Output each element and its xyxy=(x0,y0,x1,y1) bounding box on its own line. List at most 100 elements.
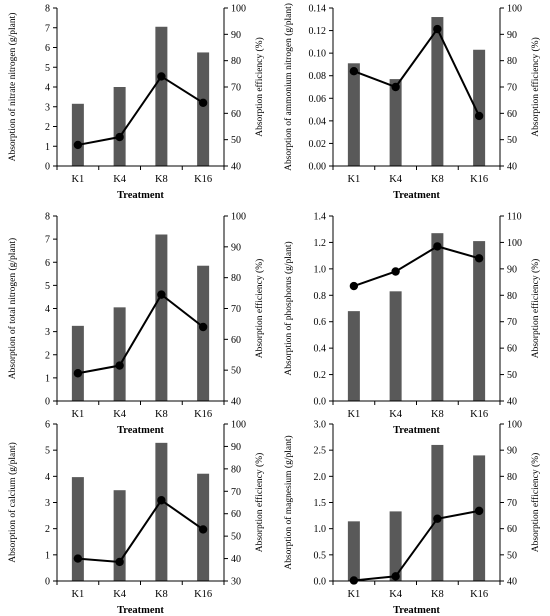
x-tick-label-K16: K16 xyxy=(194,409,212,420)
y-tick-label: 0.08 xyxy=(309,71,327,82)
y2-axis-title: Absorption efficiency (%) xyxy=(254,453,265,553)
y2-tick-label: 100 xyxy=(507,420,522,431)
y2-tick-label: 90 xyxy=(231,242,241,253)
y2-tick-label: 60 xyxy=(507,524,517,535)
y-tick-label: 0 xyxy=(45,162,50,173)
y2-tick-label: 90 xyxy=(231,30,241,41)
bar-K16 xyxy=(473,241,486,401)
bar-K4 xyxy=(389,291,402,401)
x-tick-label-K8: K8 xyxy=(431,589,444,600)
chart-panel-4: 0.0 0.2 0.4 0.6 0.8 1.0 1.2 1.4 40 50 60 70 80 90 100 1… xyxy=(283,212,541,437)
y-tick-label: 3 xyxy=(45,498,50,509)
y-tick-label: 2 xyxy=(45,524,50,535)
efficiency-point-K8 xyxy=(433,514,442,523)
bar-K16 xyxy=(197,265,210,401)
y2-tick-label: 40 xyxy=(231,162,241,173)
y-tick-label: 6 xyxy=(45,258,50,269)
x-tick-label-K1: K1 xyxy=(347,589,360,600)
bar-K4 xyxy=(113,490,126,581)
y-tick-label: 0 xyxy=(45,577,50,588)
y2-tick-label: 40 xyxy=(507,577,517,588)
efficiency-line xyxy=(353,509,480,582)
y2-tick-label: 90 xyxy=(507,30,517,41)
x-tick-label-K4: K4 xyxy=(389,174,403,185)
y2-tick-label: 80 xyxy=(507,472,517,483)
x-tick-label-K8: K8 xyxy=(155,589,168,600)
efficiency-point-K4 xyxy=(115,132,124,142)
efficiency-point-K8 xyxy=(157,72,166,81)
y-tick-label: 0.4 xyxy=(314,344,327,355)
efficiency-point-K1 xyxy=(349,281,359,291)
efficiency-point-K1 xyxy=(349,67,359,76)
x-tick-label-K4: K4 xyxy=(389,589,403,600)
y2-tick-label: 70 xyxy=(231,304,241,315)
y-tick-label: 0.0 xyxy=(314,397,327,408)
y-tick-label: 5 xyxy=(45,446,50,457)
y-tick-label: 0.02 xyxy=(309,139,327,150)
y-tick-label: 6 xyxy=(45,43,50,54)
x-tick-label-K4: K4 xyxy=(113,409,127,420)
y-tick-label: 1.5 xyxy=(314,498,327,509)
y2-tick-label: 80 xyxy=(507,291,517,302)
y-axis-title: Absorption of magnesium (g/plant) xyxy=(283,435,294,569)
x-tick-label-K8: K8 xyxy=(431,409,444,420)
y-tick-label: 0.00 xyxy=(309,162,327,173)
y-tick-label: 2 xyxy=(45,122,50,133)
y2-tick-label: 70 xyxy=(231,487,241,498)
y2-axis-title: Absorption efficiency (%) xyxy=(254,259,265,359)
bar-K8 xyxy=(431,444,444,581)
y-tick-label: 1 xyxy=(45,550,50,561)
y2-tick-label: 70 xyxy=(231,83,241,94)
x-tick-label-K1: K1 xyxy=(71,174,84,185)
y-tick-label: 0.2 xyxy=(314,370,327,381)
y-tick-label: 7 xyxy=(45,235,50,246)
x-axis-title: Treatment xyxy=(117,425,164,436)
y-tick-label: 4 xyxy=(45,304,50,315)
efficiency-point-K4 xyxy=(115,361,124,370)
y-tick-label: 1 xyxy=(45,373,50,384)
bar-K1 xyxy=(71,325,84,401)
y2-tick-label: 80 xyxy=(231,56,241,67)
efficiency-line xyxy=(77,75,204,146)
y-tick-label: 3 xyxy=(45,327,50,338)
y2-tick-label: 100 xyxy=(231,4,246,15)
efficiency-point-K16 xyxy=(198,98,208,108)
y2-tick-label: 60 xyxy=(231,509,241,520)
y2-tick-label: 100 xyxy=(231,420,246,431)
bar-K1 xyxy=(347,521,360,581)
y2-tick-label: 90 xyxy=(507,446,517,457)
x-tick-label-K16: K16 xyxy=(470,589,488,600)
chart-panel-2: 0.00 0.02 0.04 0.06 0.08 0.10 0.12 0.14 40 50 60 70… xyxy=(283,3,541,201)
y2-tick-label: 70 xyxy=(507,498,517,509)
y2-tick-label: 110 xyxy=(507,212,522,223)
x-tick-label-K16: K16 xyxy=(194,589,212,600)
x-tick-label-K8: K8 xyxy=(155,409,168,420)
y-tick-label: 7 xyxy=(45,23,50,34)
bar-K4 xyxy=(113,87,126,166)
x-tick-label-K4: K4 xyxy=(113,174,127,185)
y2-tick-label: 60 xyxy=(231,109,241,120)
y-tick-label: 2 xyxy=(45,350,50,361)
bar-K16 xyxy=(197,52,210,166)
efficiency-point-K16 xyxy=(474,506,484,516)
bar-K4 xyxy=(389,79,402,166)
bar-K16 xyxy=(473,49,486,166)
x-tick-label-K4: K4 xyxy=(113,589,127,600)
efficiency-point-K4 xyxy=(115,557,124,567)
y-tick-label: 1.4 xyxy=(314,212,327,223)
y2-tick-label: 100 xyxy=(507,4,522,15)
y2-tick-label: 70 xyxy=(507,317,517,328)
efficiency-point-K4 xyxy=(391,82,400,92)
efficiency-point-K4 xyxy=(391,267,400,276)
y-tick-label: 2.5 xyxy=(314,446,327,457)
y-tick-label: 0.04 xyxy=(309,116,327,127)
bar-K1 xyxy=(347,63,360,166)
y2-tick-label: 30 xyxy=(231,577,241,588)
chart-panel-6: 0.0 0.5 1.0 1.5 2.0 2.5 3.0 40 50 60 70 80 90 100 K1 K4… xyxy=(283,420,541,616)
efficiency-line xyxy=(77,498,204,563)
y-tick-label: 8 xyxy=(45,212,50,223)
efficiency-line xyxy=(77,293,204,375)
efficiency-point-K16 xyxy=(474,111,484,121)
efficiency-point-K16 xyxy=(474,254,484,263)
y-tick-label: 2.0 xyxy=(314,472,327,483)
